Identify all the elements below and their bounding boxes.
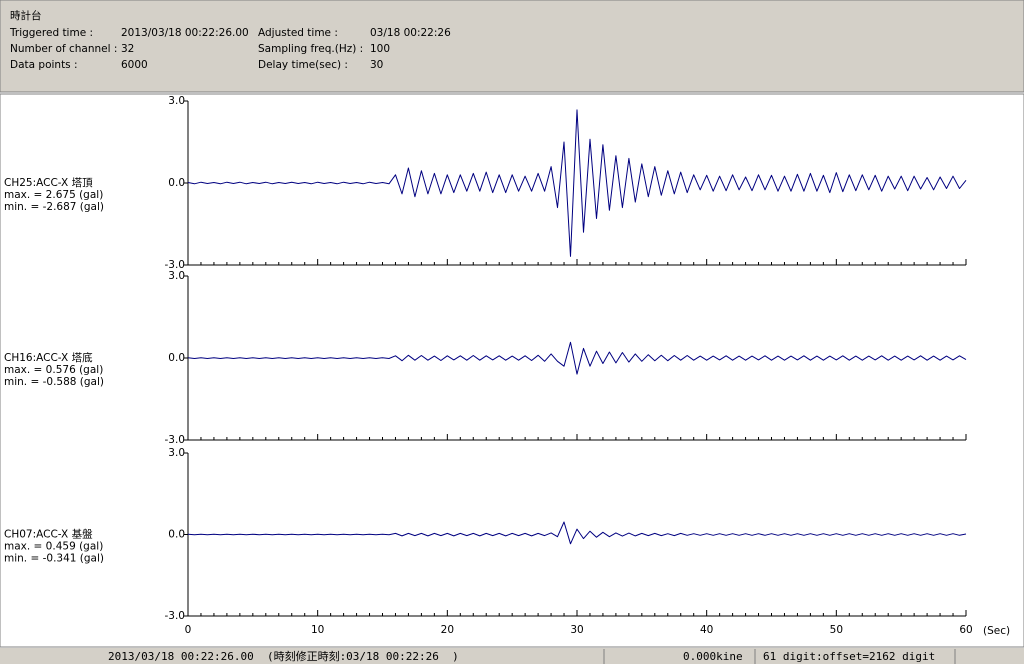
y-tick-label: 3.0 [168,447,185,459]
status-digit: 61 digit:offset=2162 digit [763,650,935,663]
channel-min: min. = -0.341 (gal) [4,553,104,565]
y-tick-label: 0.0 [168,177,185,189]
y-tick-label: 3.0 [168,95,185,107]
field-value: 2013/03/18 00:22:26.00 [121,27,249,39]
waveform [187,521,967,545]
status-time: 2013/03/18 00:22:26.00 (時刻修正時刻:03/18 00:… [108,649,459,663]
field-value: 30 [370,59,383,71]
y-tick-label: 0.0 [168,352,185,364]
channel-min: min. = -2.687 (gal) [4,201,104,213]
field-value: 32 [121,43,134,55]
channel-max: max. = 0.576 (gal) [4,364,103,376]
x-tick-label: 40 [700,624,713,636]
field-label: Sampling freq.(Hz) : [258,43,363,55]
field-label: Number of channel : [10,43,117,55]
x-tick-label: 20 [441,624,454,636]
header-panel [0,0,1024,93]
x-tick-label: 10 [311,624,324,636]
channel-min: min. = -0.588 (gal) [4,376,104,388]
field-value: 100 [370,43,390,55]
waveform [187,341,967,375]
x-tick-label: 0 [185,624,192,636]
y-tick-label: -3.0 [165,610,186,622]
field-value: 03/18 00:22:26 [370,27,451,39]
channel-max: max. = 2.675 (gal) [4,189,103,201]
y-tick-label: -3.0 [165,434,186,446]
field-label: Delay time(sec) : [258,59,348,71]
status-velocity: 0.000kine [683,650,743,663]
field-value: 6000 [121,59,148,71]
waveform [187,109,967,257]
header-title: 時計台 [10,9,42,22]
x-tick-label: 30 [570,624,583,636]
field-label: Data points : [10,59,78,71]
channel-label: CH25:ACC-X 塔頂 [4,176,93,189]
y-tick-label: 3.0 [168,270,185,282]
y-tick-label: -3.0 [165,259,186,271]
channel-label: CH07:ACC-X 基盤 [4,528,93,541]
plot-panel [0,93,1024,648]
y-tick-label: 0.0 [168,529,185,541]
channel-max: max. = 0.459 (gal) [4,541,103,553]
field-label: Triggered time : [9,27,93,39]
field-label: Adjusted time : [258,27,338,39]
x-tick-label: 50 [830,624,843,636]
x-tick-label: 60 [959,624,972,636]
status-bar [0,648,1024,664]
x-axis-label: (Sec) [983,625,1010,637]
channel-label: CH16:ACC-X 塔底 [4,351,93,364]
